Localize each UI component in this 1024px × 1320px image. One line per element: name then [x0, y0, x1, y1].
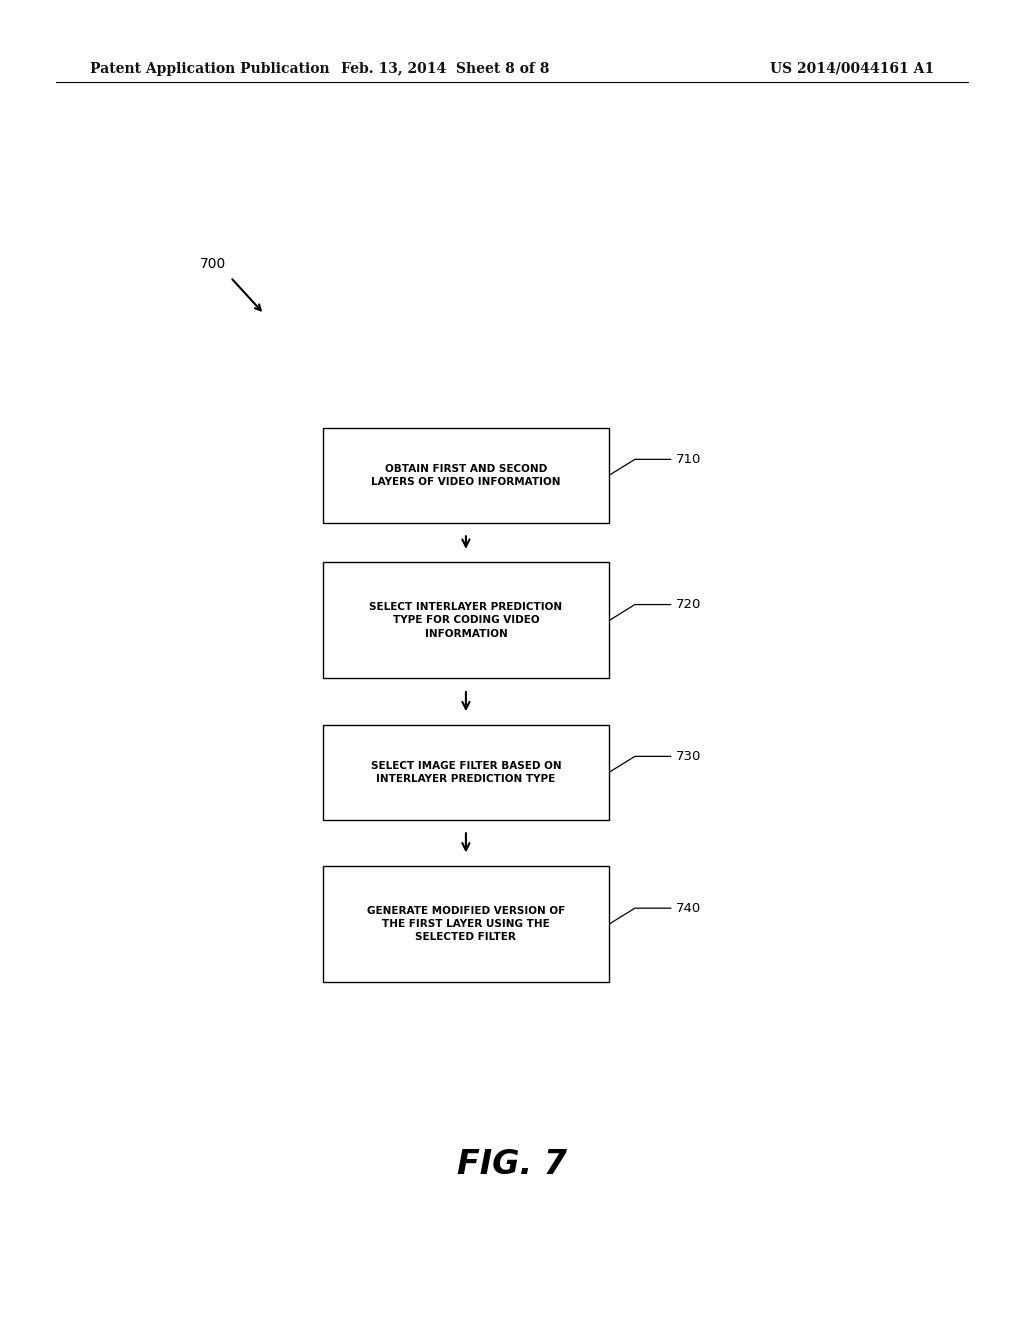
Text: US 2014/0044161 A1: US 2014/0044161 A1: [770, 62, 934, 75]
Text: SELECT INTERLAYER PREDICTION
TYPE FOR CODING VIDEO
INFORMATION: SELECT INTERLAYER PREDICTION TYPE FOR CO…: [370, 602, 562, 639]
Text: Feb. 13, 2014  Sheet 8 of 8: Feb. 13, 2014 Sheet 8 of 8: [341, 62, 550, 75]
Bar: [323, 562, 609, 678]
Bar: [323, 866, 609, 982]
Text: 730: 730: [676, 750, 701, 763]
Bar: [323, 428, 609, 523]
Text: Patent Application Publication: Patent Application Publication: [90, 62, 330, 75]
Text: OBTAIN FIRST AND SECOND
LAYERS OF VIDEO INFORMATION: OBTAIN FIRST AND SECOND LAYERS OF VIDEO …: [371, 463, 561, 487]
Text: 710: 710: [676, 453, 701, 466]
Text: 700: 700: [200, 257, 226, 271]
Bar: [323, 725, 609, 820]
Text: GENERATE MODIFIED VERSION OF
THE FIRST LAYER USING THE
SELECTED FILTER: GENERATE MODIFIED VERSION OF THE FIRST L…: [367, 906, 565, 942]
Text: SELECT IMAGE FILTER BASED ON
INTERLAYER PREDICTION TYPE: SELECT IMAGE FILTER BASED ON INTERLAYER …: [371, 760, 561, 784]
Text: 720: 720: [676, 598, 701, 611]
Text: FIG. 7: FIG. 7: [457, 1147, 567, 1180]
Text: 740: 740: [676, 902, 701, 915]
